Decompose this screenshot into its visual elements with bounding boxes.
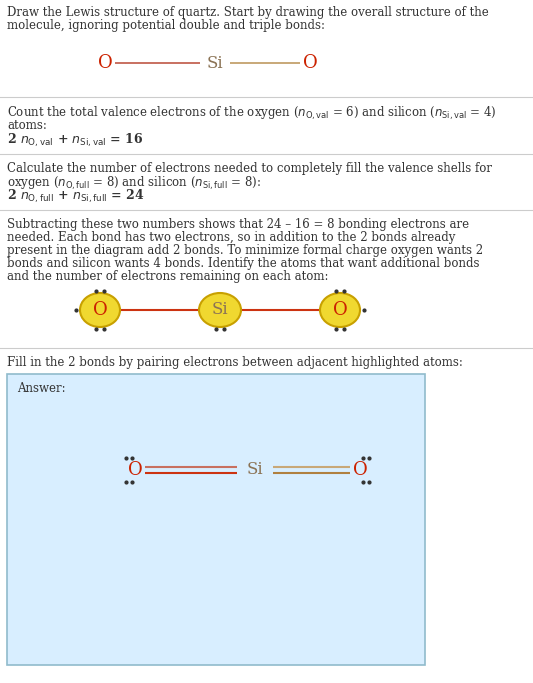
Text: Answer:: Answer:	[17, 382, 66, 395]
Text: 2 $n_\mathrm{O,val}$ + $n_\mathrm{Si,val}$ = 16: 2 $n_\mathrm{O,val}$ + $n_\mathrm{Si,val…	[7, 132, 143, 150]
Text: Draw the Lewis structure of quartz. Start by drawing the overall structure of th: Draw the Lewis structure of quartz. Star…	[7, 6, 489, 19]
Text: present in the diagram add 2 bonds. To minimize formal charge oxygen wants 2: present in the diagram add 2 bonds. To m…	[7, 244, 483, 257]
Ellipse shape	[80, 293, 120, 327]
Text: O: O	[353, 461, 367, 479]
Text: Si: Si	[207, 55, 223, 72]
Text: O: O	[333, 301, 348, 319]
Text: 2 $n_\mathrm{O,full}$ + $n_\mathrm{Si,full}$ = 24: 2 $n_\mathrm{O,full}$ + $n_\mathrm{Si,fu…	[7, 188, 144, 206]
FancyBboxPatch shape	[7, 374, 425, 665]
Text: and the number of electrons remaining on each atom:: and the number of electrons remaining on…	[7, 270, 328, 283]
Text: oxygen ($n_\mathrm{O,full}$ = 8) and silicon ($n_\mathrm{Si,full}$ = 8):: oxygen ($n_\mathrm{O,full}$ = 8) and sil…	[7, 175, 261, 192]
Text: atoms:: atoms:	[7, 119, 47, 132]
Ellipse shape	[199, 293, 241, 327]
Text: molecule, ignoring potential double and triple bonds:: molecule, ignoring potential double and …	[7, 19, 325, 32]
Text: Fill in the 2 bonds by pairing electrons between adjacent highlighted atoms:: Fill in the 2 bonds by pairing electrons…	[7, 356, 463, 369]
Text: Subtracting these two numbers shows that 24 – 16 = 8 bonding electrons are: Subtracting these two numbers shows that…	[7, 218, 469, 231]
Text: O: O	[98, 54, 112, 72]
Text: O: O	[93, 301, 107, 319]
Text: Calculate the number of electrons needed to completely fill the valence shells f: Calculate the number of electrons needed…	[7, 162, 492, 175]
Text: Count the total valence electrons of the oxygen ($n_\mathrm{O,val}$ = 6) and sil: Count the total valence electrons of the…	[7, 105, 496, 122]
Text: bonds and silicon wants 4 bonds. Identify the atoms that want additional bonds: bonds and silicon wants 4 bonds. Identif…	[7, 257, 480, 270]
Text: Si: Si	[212, 301, 228, 318]
Text: O: O	[303, 54, 317, 72]
Text: needed. Each bond has two electrons, so in addition to the 2 bonds already: needed. Each bond has two electrons, so …	[7, 231, 455, 244]
Ellipse shape	[320, 293, 360, 327]
Text: Si: Si	[247, 462, 263, 479]
Text: O: O	[127, 461, 142, 479]
